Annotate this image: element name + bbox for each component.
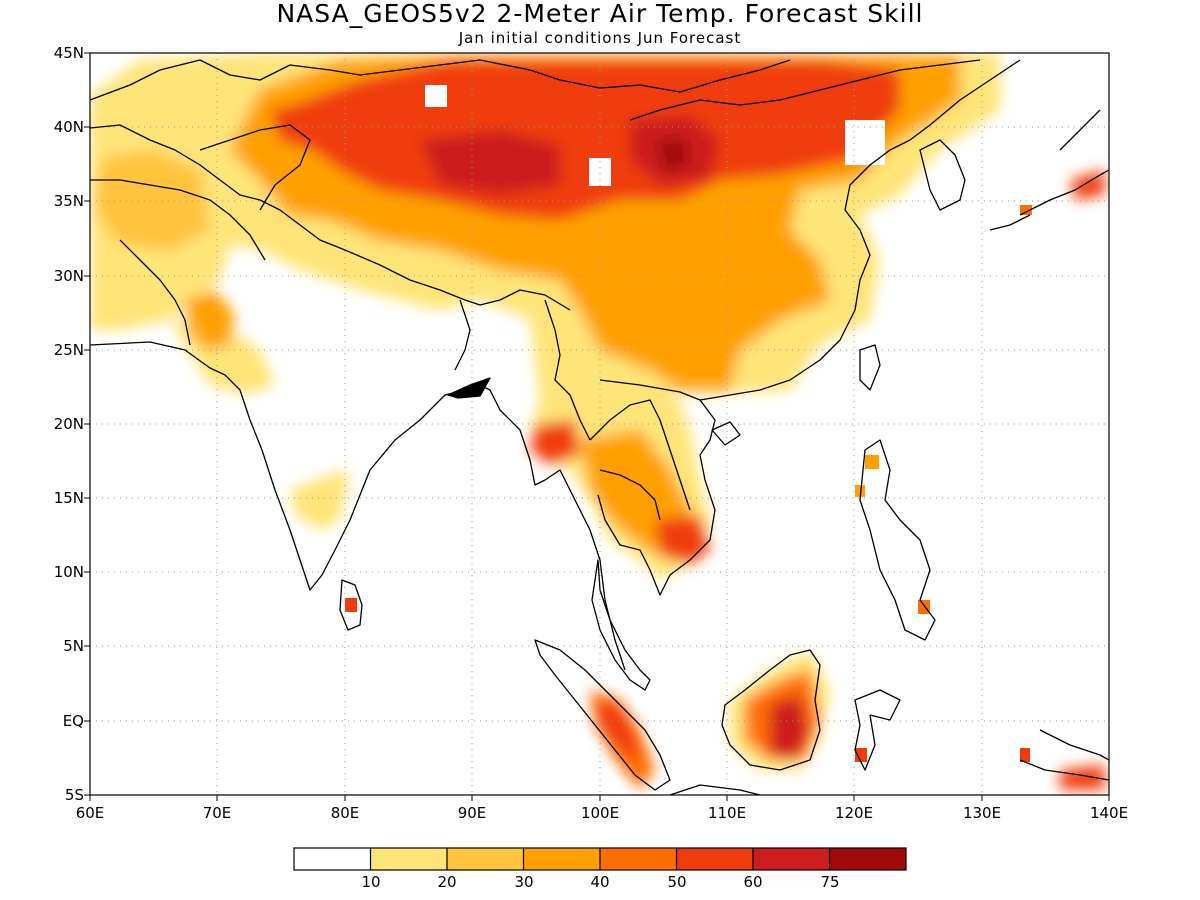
lat-label: 10N xyxy=(53,563,84,581)
axis-ticks xyxy=(84,52,1110,801)
colorbar-swatch xyxy=(294,848,371,870)
colorbar xyxy=(293,847,907,871)
colorbar-swatch xyxy=(447,848,524,870)
colorbar-swatch xyxy=(370,848,447,870)
skill-region-borneo-max xyxy=(770,695,810,760)
lat-label: 40N xyxy=(53,118,84,136)
skill-region-kazakh-north xyxy=(270,100,340,150)
skill-cell xyxy=(918,600,930,614)
no-skill-patch xyxy=(425,85,447,107)
skill-region-myanmar xyxy=(530,420,580,465)
lon-label: 110E xyxy=(707,804,747,822)
skill-region-india-south xyxy=(290,470,350,530)
colorbar-swatch xyxy=(829,848,906,870)
skill-cell xyxy=(855,485,865,497)
skill-region-tibet-core xyxy=(420,130,560,195)
lat-label: 45N xyxy=(53,44,84,62)
lat-label: 25N xyxy=(53,341,84,359)
map-title: NASA_GEOS5v2 2-Meter Air Temp. Forecast … xyxy=(276,0,924,28)
colorbar-label: 50 xyxy=(667,873,687,891)
lon-label: 100E xyxy=(580,804,620,822)
lat-label: 20N xyxy=(53,415,84,433)
colorbar-swatch xyxy=(676,848,753,870)
colorbar-swatch xyxy=(523,848,600,870)
colorbar-label: 60 xyxy=(743,873,763,891)
colorbar-label: 40 xyxy=(590,873,610,891)
skill-cell xyxy=(1020,748,1030,762)
lat-label: 5N xyxy=(63,637,84,655)
no-skill-patch xyxy=(589,158,611,186)
skill-region-india-west xyxy=(170,320,275,395)
lat-label: 35N xyxy=(53,192,84,210)
skill-cell xyxy=(865,455,879,469)
skill-shading xyxy=(90,53,1105,790)
skill-region-pakistan xyxy=(185,290,235,350)
lat-label: 5S xyxy=(64,786,84,804)
colorbar-label: 20 xyxy=(437,873,457,891)
lon-label: 140E xyxy=(1089,804,1129,822)
lon-label: 130E xyxy=(962,804,1002,822)
colorbar-label: 75 xyxy=(820,873,840,891)
lon-label: 70E xyxy=(202,804,232,822)
skill-cell xyxy=(1020,205,1032,215)
colorbar-label: 10 xyxy=(361,873,381,891)
lon-label: 60E xyxy=(75,804,105,822)
lon-label: 90E xyxy=(457,804,487,822)
lon-label: 80E xyxy=(330,804,360,822)
lon-label: 120E xyxy=(834,804,874,822)
skill-cell xyxy=(345,598,357,612)
skill-region-newguinea xyxy=(1060,765,1105,790)
colorbar-label: 30 xyxy=(514,873,534,891)
lat-label: 30N xyxy=(53,267,84,285)
skill-region-max xyxy=(655,138,690,172)
lat-label: 15N xyxy=(53,489,84,507)
skill-cell xyxy=(855,748,867,762)
colorbar-swatch xyxy=(753,848,830,870)
lat-label: EQ xyxy=(62,712,84,730)
map-grid xyxy=(90,53,1109,795)
skill-region-cambodia xyxy=(655,515,710,565)
skill-region-west-asia xyxy=(95,150,210,250)
skill-region-sumatra-core xyxy=(595,700,640,760)
coastlines xyxy=(90,59,1109,795)
map-subtitle: Jan initial conditions Jun Forecast xyxy=(458,29,742,47)
colorbar-swatch xyxy=(600,848,677,870)
